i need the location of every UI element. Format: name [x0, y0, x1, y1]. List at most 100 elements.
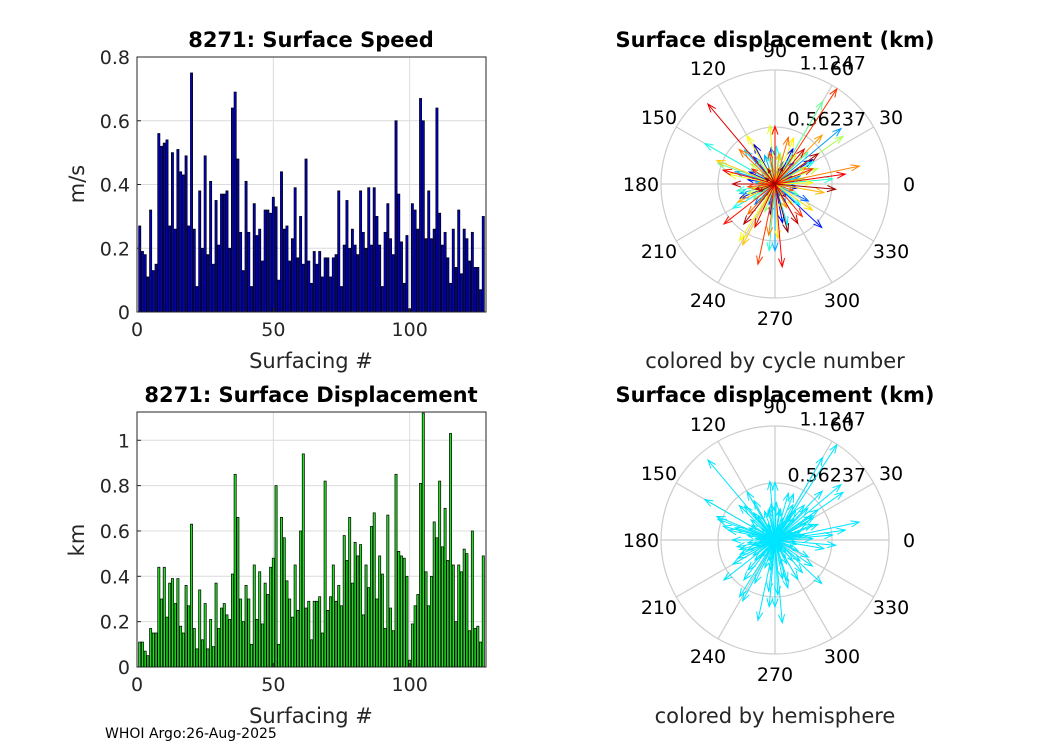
speed-bar — [465, 238, 469, 313]
polar-hemisphere-arrow-head — [767, 506, 774, 516]
polar-cycle-arrow-shaft — [716, 159, 776, 185]
displacement-bar — [427, 605, 431, 668]
speed-ytick-label: 0 — [118, 302, 130, 324]
polar-cycle-arrow-head — [741, 235, 750, 247]
polar-cycle-arrow-head — [803, 168, 814, 176]
polar-hemisphere-angle-label: 210 — [641, 597, 677, 619]
polar-hemisphere-arrow-shaft — [774, 521, 860, 541]
polar-hemisphere-arrow-shaft — [774, 444, 838, 541]
displacement-bar — [318, 596, 322, 668]
polar-hemisphere-arrow-head — [743, 505, 753, 515]
speed-bar — [184, 155, 188, 313]
displacement-bar — [255, 619, 259, 668]
polar-cycle-arrow-shaft — [774, 178, 833, 185]
polar-hemisphere-angle-label: 240 — [690, 646, 726, 668]
polar-cycle-arrow-head — [750, 168, 759, 175]
polar-cycle-arrow-head — [781, 215, 789, 227]
speed-bar — [342, 244, 346, 313]
polar-cycle-arrow-shaft — [774, 183, 803, 217]
speed-bar — [348, 247, 352, 313]
displacement-chart: 8271: Surface Displacement 0 50 100 0 0.2 0.4… — [65, 383, 487, 728]
displacement-bar — [220, 607, 223, 668]
polar-cycle-arrow-head — [771, 242, 779, 253]
polar-cycle-arrow-head — [756, 255, 764, 266]
polar-cycle-ring-label: 0.56237 — [787, 108, 866, 130]
polar-hemisphere-arrow-head — [850, 520, 861, 528]
speed-ytick-label: 0.8 — [100, 47, 130, 69]
displacement-bar — [160, 598, 163, 668]
speed-bar — [211, 263, 215, 313]
polar-hemisphere-arrow-shaft — [774, 509, 819, 541]
polar-hemisphere-arrow-head — [753, 499, 762, 510]
polar-hemisphere-arrow-shaft — [774, 538, 813, 541]
polar-cycle-arrow-shaft — [774, 168, 813, 185]
speed-bar — [304, 158, 308, 313]
polar-cycle-arrow-head — [797, 177, 806, 183]
speed-bar — [236, 158, 240, 313]
polar-cycle-arrow-shaft — [774, 134, 823, 185]
displacement-bar — [331, 564, 335, 668]
polar-cycle-angle-label: 30 — [879, 107, 903, 129]
speed-ytick-label: 0.2 — [100, 238, 130, 260]
speed-bar — [241, 270, 245, 313]
displacement-bar — [481, 555, 485, 668]
displacement-bar — [348, 517, 352, 668]
polar-hemisphere-angle-label: 0 — [903, 530, 915, 552]
polar-hemisphere-arrow-head — [796, 503, 806, 514]
speed-bar — [192, 228, 196, 313]
speed-bar — [315, 263, 319, 313]
speed-bar — [209, 180, 213, 313]
footer-credit: WHOI Argo:26-Aug-2025 — [105, 726, 277, 742]
displacement-bar — [334, 600, 338, 668]
polar-cycle-arrow-head — [758, 188, 764, 192]
displacement-bar — [410, 623, 414, 668]
speed-bar — [424, 238, 428, 313]
polar-cycle-angle-label: 330 — [873, 241, 909, 263]
polar-cycle-arrow-head — [826, 185, 838, 193]
polar-cycle-arrow-shaft — [774, 183, 813, 211]
speed-bar — [266, 209, 270, 313]
displacement-bar — [380, 573, 384, 668]
polar-hemisphere-arrow-shaft — [746, 491, 776, 541]
speed-bar — [320, 276, 324, 313]
polar-cycle-arrow-shaft — [774, 165, 860, 185]
polar-cycle-arrow-head — [766, 241, 774, 253]
speed-bar — [454, 267, 458, 313]
polar-hemisphere-arrow-shaft — [774, 509, 780, 541]
speed-bar — [206, 254, 210, 313]
polar-cycle-arrow-head — [754, 186, 760, 191]
polar-hemisphere-arrow-head — [804, 516, 815, 525]
speed-bar — [214, 200, 218, 313]
displacement-bar — [340, 605, 343, 668]
polar-hemisphere-angle-label: 300 — [824, 646, 860, 668]
speed-bar — [479, 289, 482, 313]
polar-hemisphere-arrow-head — [792, 554, 801, 562]
speed-bar — [250, 286, 253, 313]
polar-hemisphere-arrow-head — [746, 545, 754, 551]
speed-bar — [181, 174, 185, 313]
displacement-chart-title: 8271: Surface Displacement — [144, 383, 477, 407]
displacement-bar — [375, 598, 379, 668]
displacement-bar — [211, 646, 215, 668]
speed-bar — [383, 231, 387, 313]
displacement-bar — [250, 643, 253, 668]
polar-cycle-angle-label: 300 — [824, 290, 860, 312]
polar-cycle-arrow-shaft — [743, 183, 776, 225]
polar-cycle-arrow-shaft — [774, 183, 789, 233]
displacement-bar — [304, 607, 308, 668]
speed-bar — [217, 244, 221, 313]
displacement-bar — [470, 530, 474, 668]
displacement-bar — [171, 578, 174, 668]
polar-hemisphere-arrow-head — [738, 504, 748, 514]
displacement-bar — [476, 625, 480, 668]
displacement-bar — [293, 564, 297, 668]
displacement-bar — [184, 585, 188, 668]
displacement-bar — [179, 625, 183, 668]
displacement-bar — [285, 580, 289, 668]
displacement-bar — [405, 575, 409, 668]
displacement-bar — [138, 641, 142, 668]
displacement-bar — [296, 609, 300, 668]
speed-bar — [359, 190, 363, 313]
polar-cycle-angle-label: 60 — [830, 58, 854, 80]
polar-hemisphere-arrow-head — [776, 507, 783, 516]
